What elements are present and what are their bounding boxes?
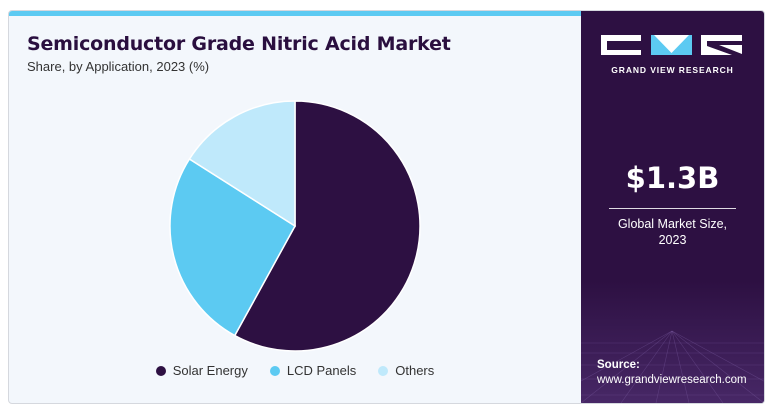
brand-name: GRAND VIEW RESEARCH bbox=[611, 65, 734, 75]
chart-panel: Semiconductor Grade Nitric Acid Market S… bbox=[9, 11, 581, 403]
source-label: Source: bbox=[597, 359, 640, 371]
market-size-label-line2: 2023 bbox=[658, 233, 687, 247]
pie-slice-solar-energy bbox=[233, 100, 421, 352]
market-size-label-line1: Global Market Size, bbox=[617, 217, 728, 231]
pie-slice-others bbox=[188, 100, 296, 228]
grid-decoration bbox=[581, 281, 764, 403]
pie-chart bbox=[169, 100, 421, 352]
legend-label: LCD Panels bbox=[286, 363, 357, 378]
accent-bar bbox=[9, 11, 581, 16]
legend-item: LCD Panels bbox=[269, 363, 357, 378]
legend-item: Others bbox=[378, 363, 434, 378]
legend-swatch bbox=[378, 365, 389, 376]
source-url[interactable]: www.grandviewresearch.com bbox=[597, 374, 747, 386]
legend-label: Others bbox=[395, 363, 435, 378]
market-size-value: $1.3B bbox=[625, 161, 720, 195]
chart-title: Semiconductor Grade Nitric Acid Market bbox=[27, 33, 451, 55]
legend-swatch bbox=[155, 365, 166, 376]
legend-swatch bbox=[269, 365, 280, 376]
market-size-label: Global Market Size, 2023 bbox=[581, 216, 764, 248]
infographic-card: Semiconductor Grade Nitric Acid Market S… bbox=[8, 10, 765, 404]
divider bbox=[609, 208, 736, 209]
summary-panel: GRAND VIEW RESEARCH $1.3B Global Market … bbox=[581, 11, 764, 403]
pie-slice-lcd-panels bbox=[169, 157, 296, 337]
chart-legend: Solar Energy LCD Panels Others bbox=[9, 363, 581, 378]
grand-view-research-logo bbox=[601, 35, 742, 55]
chart-subtitle: Share, by Application, 2023 (%) bbox=[27, 59, 210, 74]
legend-label: Solar Energy bbox=[172, 363, 248, 378]
legend-item: Solar Energy bbox=[155, 363, 248, 378]
